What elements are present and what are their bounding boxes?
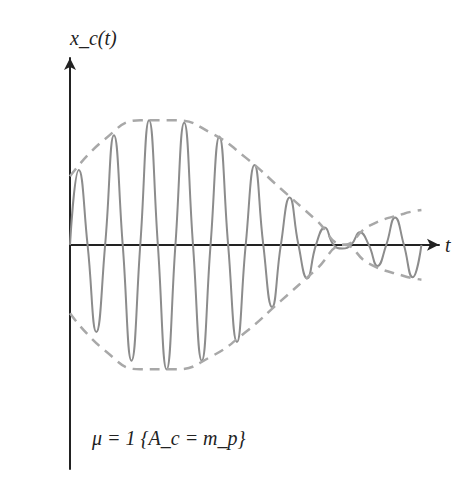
svg-text:t: t bbox=[445, 234, 451, 256]
svg-text:μ = 1 {A_c = m_p}: μ = 1 {A_c = m_p} bbox=[91, 427, 246, 450]
svg-text:x_c(t): x_c(t) bbox=[69, 27, 117, 50]
